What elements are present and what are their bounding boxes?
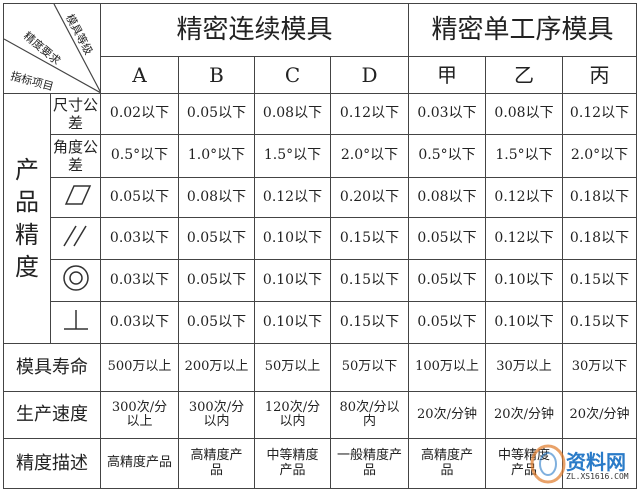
- attribute-label: 模具寿命: [3, 343, 101, 392]
- precision-row: 角度公差 0.5°以下 1.0°以下 1.5°以下 2.0°以下 0.5°以下 1.5°以下…: [4, 134, 637, 178]
- attribute-value: 高精度产品: [408, 438, 486, 489]
- attribute-value: 100万以上: [408, 343, 486, 392]
- precision-row: 0.03以下 0.05以下 0.10以下 0.15以下 0.05以下 0.10以下 0.15…: [4, 301, 637, 344]
- attribute-value: [562, 438, 637, 489]
- precision-value: 0.10以下: [485, 301, 563, 344]
- grade-header: 丙: [562, 56, 637, 94]
- grade-header: 乙: [485, 56, 563, 94]
- precision-row: 0.05以下 0.08以下 0.12以下 0.20以下 0.08以下 0.12以下 0.18…: [4, 177, 637, 218]
- precision-value: 0.15以下: [562, 259, 637, 302]
- attribute-value: 30万以下: [562, 343, 637, 392]
- precision-value: 0.03以下: [100, 301, 179, 344]
- precision-value: 1.5°以下: [254, 134, 331, 178]
- precision-row: 产品精度 尺寸公差 0.02以下 0.05以下 0.08以下 0.12以下 0.03以下 0.…: [3, 93, 637, 344]
- attribute-value: 500万以上: [100, 343, 179, 392]
- precision-value: 0.08以下: [408, 177, 486, 218]
- attribute-value: 300次/分以内: [178, 391, 255, 439]
- group-single-process-die: 精密单工序模具: [408, 3, 637, 57]
- attribute-value: 50万以下: [330, 343, 409, 392]
- precision-value: 0.15以下: [330, 217, 409, 260]
- attribute-row: 生产速度 300次/分以上 300次/分以内 120次/分以内 80次/分以内 20次/分…: [3, 391, 637, 439]
- precision-value: 1.5°以下: [485, 134, 563, 178]
- attribute-value: 一般精度产品: [330, 438, 409, 489]
- precision-value: 0.12以下: [254, 177, 331, 218]
- precision-value: 0.12以下: [485, 177, 563, 218]
- attribute-label: 精度描述: [3, 438, 101, 489]
- perpendicularity-icon: [50, 301, 101, 344]
- precision-row: 0.03以下 0.05以下 0.10以下 0.15以下 0.05以下 0.12以下 0.18…: [4, 217, 637, 260]
- corner-header: 模具等级 精度要求 指标项目: [3, 3, 101, 94]
- precision-value: 0.05以下: [408, 301, 486, 344]
- precision-item-label: 角度公差: [50, 134, 101, 178]
- precision-value: 0.12以下: [485, 217, 563, 260]
- precision-row: 0.03以下 0.05以下 0.10以下 0.15以下 0.05以下 0.10以下 0.15…: [4, 259, 637, 302]
- precision-value: 0.08以下: [178, 177, 255, 218]
- attribute-row: 模具寿命 500万以上 200万以上 50万以上 50万以下 100万以上 30万以上 30万…: [3, 343, 637, 392]
- precision-value: 0.05以下: [408, 217, 486, 260]
- precision-value: 0.15以下: [330, 259, 409, 302]
- attribute-value: 中等精度产品: [254, 438, 331, 489]
- precision-value: 0.15以下: [330, 301, 409, 344]
- precision-value: 0.05以下: [178, 301, 255, 344]
- grade-header: A: [100, 56, 179, 94]
- attribute-value: 20次/分钟: [408, 391, 486, 439]
- precision-value: 0.12以下: [330, 93, 409, 135]
- parallelism-icon: [50, 217, 101, 260]
- attribute-value: 50万以上: [254, 343, 331, 392]
- attribute-value: 80次/分以内: [330, 391, 409, 439]
- precision-value: 0.10以下: [254, 301, 331, 344]
- precision-value: 0.10以下: [254, 259, 331, 302]
- grade-header: B: [178, 56, 255, 94]
- precision-value: 0.08以下: [485, 93, 563, 135]
- precision-value: 1.0°以下: [178, 134, 255, 178]
- precision-value: 0.05以下: [178, 217, 255, 260]
- precision-value: 0.20以下: [330, 177, 409, 218]
- attribute-value: 200万以上: [178, 343, 255, 392]
- precision-value: 0.05以下: [178, 93, 255, 135]
- attribute-row: 精度描述 高精度产品 高精度产品 中等精度产品 一般精度产品 高精度产品 中等精度产品: [3, 438, 637, 489]
- precision-value: 0.03以下: [408, 93, 486, 135]
- attribute-value: 30万以上: [485, 343, 563, 392]
- attribute-value: 120次/分以内: [254, 391, 331, 439]
- corner-diagonal-lines: [4, 4, 100, 93]
- attribute-value: 20次/分钟: [562, 391, 637, 439]
- grade-header: C: [254, 56, 331, 94]
- attribute-value: 300次/分以上: [100, 391, 179, 439]
- grade-header: D: [330, 56, 409, 94]
- group-progressive-die: 精密连续模具: [100, 3, 409, 57]
- precision-value: 0.18以下: [562, 217, 637, 260]
- precision-value: 0.03以下: [100, 259, 179, 302]
- precision-value: 0.18以下: [562, 177, 637, 218]
- attribute-label: 生产速度: [3, 391, 101, 439]
- concentricity-icon: [50, 259, 101, 302]
- precision-value: 0.12以下: [562, 93, 637, 135]
- precision-value: 2.0°以下: [330, 134, 409, 178]
- precision-value: 0.5°以下: [408, 134, 486, 178]
- flatness-icon: [50, 177, 101, 218]
- precision-value: 0.03以下: [100, 217, 179, 260]
- attribute-value: 20次/分钟: [485, 391, 563, 439]
- precision-item-label: 尺寸公差: [50, 93, 101, 135]
- precision-value: 0.05以下: [408, 259, 486, 302]
- precision-value: 0.05以下: [100, 177, 179, 218]
- precision-value: 0.10以下: [254, 217, 331, 260]
- precision-value: 2.0°以下: [562, 134, 637, 178]
- product-precision-label: 产品精度: [3, 93, 51, 344]
- attribute-value: 高精度产品: [178, 438, 255, 489]
- precision-value: 0.02以下: [100, 93, 179, 135]
- attribute-value: 高精度产品: [100, 438, 179, 489]
- precision-value: 0.15以下: [562, 301, 637, 344]
- attribute-value: 中等精度产品: [485, 438, 563, 489]
- precision-value: 0.05以下: [178, 259, 255, 302]
- precision-value: 0.08以下: [254, 93, 331, 135]
- grade-header: 甲: [408, 56, 486, 94]
- precision-value: 0.10以下: [485, 259, 563, 302]
- precision-value: 0.5°以下: [100, 134, 179, 178]
